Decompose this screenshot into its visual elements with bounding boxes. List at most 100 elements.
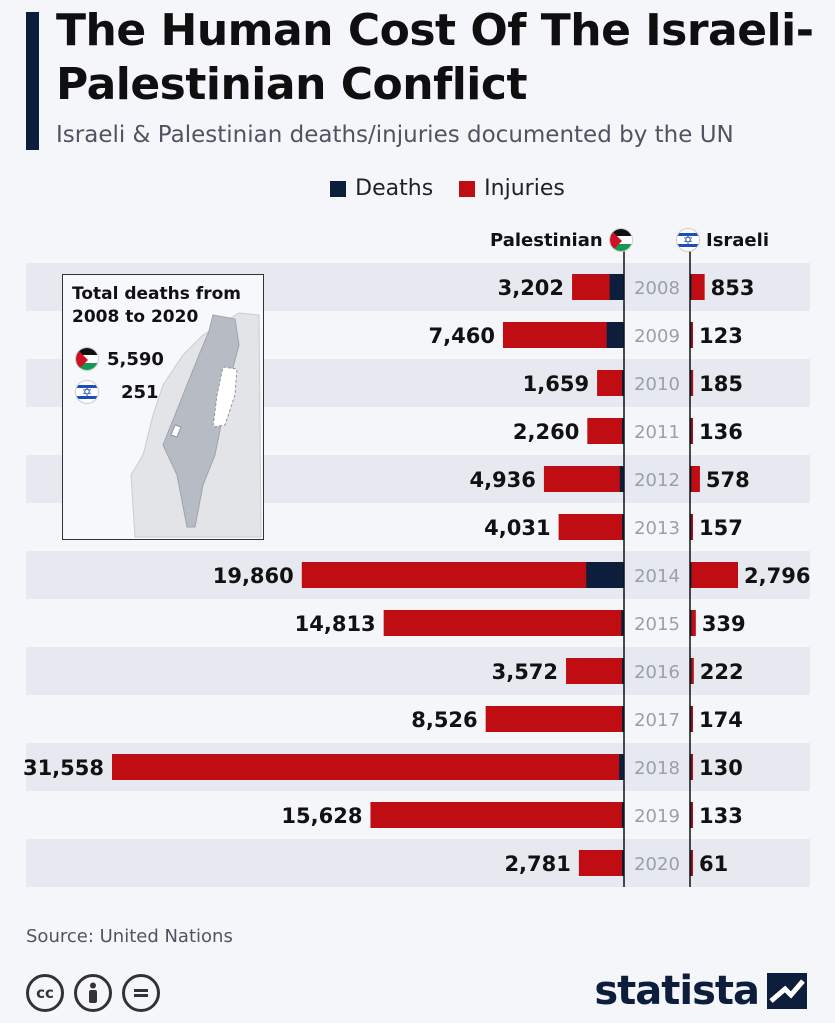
- data-label-israeli: 339: [702, 612, 746, 636]
- inset-row-israeli: ✡ 251: [75, 380, 159, 404]
- data-label-palestinian: 19,860: [213, 564, 294, 588]
- israel-flag-icon: ✡: [676, 228, 700, 252]
- year-label: 2017: [634, 710, 680, 731]
- brand-name: statista: [594, 968, 760, 1014]
- year-label: 2008: [634, 278, 680, 299]
- data-label-israeli: 174: [699, 708, 743, 732]
- year-label: 2013: [634, 518, 680, 539]
- israel-flag-icon: ✡: [75, 380, 99, 404]
- data-label-israeli: 123: [699, 324, 743, 348]
- bar-palestinian-injuries: [587, 418, 624, 444]
- legend-item-injuries: Injuries: [459, 176, 565, 201]
- bar-israeli-injuries: [690, 658, 694, 684]
- data-label-israeli: 133: [699, 804, 743, 828]
- nd-icon[interactable]: [122, 974, 160, 1012]
- bar-israeli-deaths: [690, 562, 692, 588]
- bar-palestinian-injuries: [301, 562, 624, 588]
- palestine-flag-icon: [608, 228, 633, 252]
- bar-israeli-injuries: [690, 466, 700, 492]
- data-label-israeli: 853: [711, 276, 755, 300]
- data-label-palestinian: 1,659: [523, 372, 589, 396]
- year-label: 2010: [634, 374, 680, 395]
- legend-deaths-label: Deaths: [355, 176, 434, 201]
- bar-palestinian-deaths: [621, 418, 624, 444]
- bar-palestinian-deaths: [622, 706, 624, 732]
- bar-palestinian-deaths: [621, 802, 624, 828]
- source-note: Source: United Nations: [26, 926, 233, 947]
- bar-palestinian-deaths: [619, 466, 624, 492]
- bar-palestinian-injuries: [566, 658, 624, 684]
- bar-palestinian-injuries: [383, 610, 624, 636]
- data-label-palestinian: 31,558: [23, 756, 104, 780]
- data-label-israeli: 61: [699, 852, 728, 876]
- bar-palestinian-deaths: [606, 322, 624, 348]
- bar-palestinian-deaths: [622, 370, 624, 396]
- data-label-palestinian: 4,936: [469, 468, 535, 492]
- data-label-israeli: 2,796: [744, 564, 810, 588]
- totals-inset-box: Total deaths from 2008 to 2020 5,590 ✡ 2…: [62, 274, 264, 540]
- bar-israeli-injuries: [690, 274, 705, 300]
- bar-palestinian-injuries: [485, 706, 624, 732]
- data-label-palestinian: 2,781: [504, 852, 570, 876]
- bar-palestinian-injuries: [597, 370, 624, 396]
- data-label-palestinian: 2,260: [513, 420, 579, 444]
- bar-palestinian-injuries: [543, 466, 624, 492]
- data-label-palestinian: 15,628: [281, 804, 362, 828]
- bar-palestinian-deaths: [622, 850, 624, 876]
- data-label-israeli: 185: [699, 372, 743, 396]
- deaths-swatch: [330, 180, 347, 197]
- bar-palestinian-injuries: [578, 850, 624, 876]
- year-label: 2018: [634, 758, 680, 779]
- bar-israeli-injuries: [690, 610, 696, 636]
- legend-item-deaths: Deaths: [330, 176, 433, 201]
- map-icon: [130, 312, 262, 538]
- bar-palestinian-deaths: [586, 562, 624, 588]
- year-label: 2014: [634, 566, 680, 587]
- bar-israeli-injuries: [690, 562, 738, 588]
- inset-title: Total deaths from 2008 to 2020: [72, 284, 241, 327]
- bar-palestinian-injuries: [370, 802, 624, 828]
- chart-title: The Human Cost Of The Israeli-Palestinia…: [56, 5, 814, 110]
- year-label: 2012: [634, 470, 680, 491]
- data-label-israeli: 157: [699, 516, 743, 540]
- by-icon[interactable]: [74, 974, 112, 1012]
- injuries-swatch: [459, 180, 476, 197]
- bar-palestinian-deaths: [621, 610, 624, 636]
- row-band: [26, 839, 810, 887]
- cc-icon[interactable]: cc: [26, 974, 64, 1012]
- bar-palestinian-injuries: [502, 322, 624, 348]
- data-label-palestinian: 7,460: [429, 324, 495, 348]
- israeli-total-value: 251: [121, 381, 159, 403]
- data-label-palestinian: 14,813: [295, 612, 376, 636]
- title-accent-bar: [26, 12, 39, 150]
- bar-palestinian-injuries: [112, 754, 624, 780]
- bar-israeli-injuries: [690, 370, 694, 396]
- palestinian-total-value: 5,590: [107, 348, 164, 370]
- data-label-israeli: 222: [700, 660, 744, 684]
- year-label: 2009: [634, 326, 680, 347]
- chart-subtitle: Israeli & Palestinian deaths/injuries do…: [56, 122, 734, 148]
- bar-palestinian-deaths: [609, 274, 624, 300]
- statista-logo-icon: [767, 973, 807, 1009]
- data-label-israeli: 578: [706, 468, 750, 492]
- bar-palestinian-deaths: [619, 754, 624, 780]
- palestine-flag-icon: [75, 347, 99, 371]
- statista-logo[interactable]: statista: [594, 968, 807, 1014]
- data-label-palestinian: 3,202: [498, 276, 564, 300]
- legend: Deaths Injuries: [0, 176, 835, 201]
- bar-palestinian-injuries: [558, 514, 624, 540]
- bar-palestinian-deaths: [622, 658, 624, 684]
- year-label: 2020: [634, 854, 680, 875]
- data-label-palestinian: 3,572: [492, 660, 558, 684]
- year-label: 2011: [634, 422, 680, 443]
- israeli-header-label: Israeli: [706, 229, 769, 251]
- legend-injuries-label: Injuries: [484, 176, 565, 201]
- license-icons: cc: [26, 974, 160, 1012]
- column-header-israeli: ✡ Israeli: [676, 228, 769, 252]
- year-label: 2015: [634, 614, 680, 635]
- data-label-israeli: 136: [699, 420, 743, 444]
- year-label: 2019: [634, 806, 680, 827]
- year-label: 2016: [634, 662, 680, 683]
- data-label-israeli: 130: [699, 756, 743, 780]
- data-label-palestinian: 4,031: [484, 516, 550, 540]
